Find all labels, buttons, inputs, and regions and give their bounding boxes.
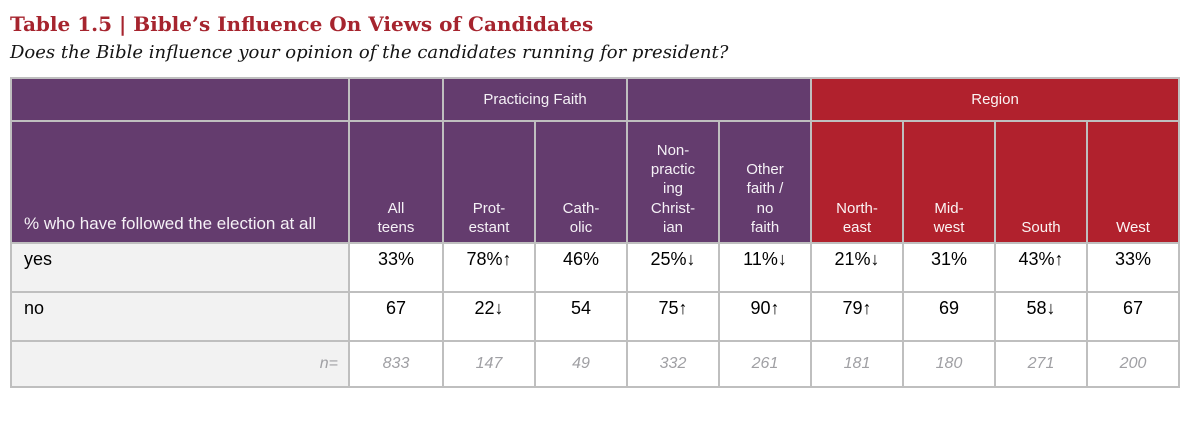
- n-all-teens: 833: [348, 340, 444, 388]
- column-header-row: % who have followed the election at all …: [10, 120, 1181, 244]
- yes-all-teens-value: 33%: [348, 242, 444, 293]
- column-header-nonpracticing-christian: Non- practic ing Christ- ian: [626, 120, 720, 244]
- column-header-protestant: Prot- estant: [442, 120, 536, 244]
- yes-protestant-value: 78%↑: [442, 242, 536, 293]
- corner-empty-cell: [10, 77, 350, 122]
- no-nonpracticing-christian-value: 75↑: [626, 291, 720, 342]
- row-label-header: % who have followed the election at all: [10, 120, 350, 244]
- yes-south-value: 43%↑: [994, 242, 1088, 293]
- n-northeast: 181: [810, 340, 904, 388]
- row-label-yes: yes: [10, 242, 350, 293]
- table-row-no: no 67 22↓ 54 75↑ 90↑ 79↑ 69 58↓ 67: [10, 291, 1181, 342]
- report-page: Table 1.5 | Bible’s Influence On Views o…: [10, 12, 1181, 388]
- yes-northeast-value: 21%↓: [810, 242, 904, 293]
- column-header-catholic: Cath- olic: [534, 120, 628, 244]
- table-subtitle: Does the Bible influence your opinion of…: [10, 42, 729, 63]
- no-all-teens-value: 67: [348, 291, 444, 342]
- n-south: 271: [994, 340, 1088, 388]
- group-header-row: Practicing Faith Region: [10, 77, 1181, 122]
- n-equals-label: n=: [10, 340, 350, 388]
- no-west-value: 67: [1085, 291, 1181, 342]
- no-protestant-value: 22↓: [442, 291, 536, 342]
- group-header-practicing-faith: Practicing Faith: [442, 77, 628, 122]
- n-midwest: 180: [902, 340, 996, 388]
- no-midwest-value: 69: [902, 291, 996, 342]
- yes-midwest-value: 31%: [902, 242, 996, 293]
- no-other-faith-value: 90↑: [718, 291, 812, 342]
- no-catholic-value: 54: [534, 291, 628, 342]
- group-header-region: Region: [809, 77, 1181, 122]
- column-header-northeast: North- east: [810, 120, 904, 244]
- column-header-other-faith: Other faith / no faith: [718, 120, 812, 244]
- yes-nonpracticing-christian-value: 25%↓: [626, 242, 720, 293]
- n-nonpracticing-christian: 332: [626, 340, 720, 388]
- table-title: Table 1.5 | Bible’s Influence On Views o…: [10, 12, 594, 36]
- n-protestant: 147: [442, 340, 536, 388]
- yes-catholic-value: 46%: [534, 242, 628, 293]
- no-south-value: 58↓: [994, 291, 1088, 342]
- n-catholic: 49: [534, 340, 628, 388]
- bible-influence-table: Practicing Faith Region % who have follo…: [10, 77, 1181, 388]
- all-teens-group-empty-cell: [348, 77, 444, 122]
- column-header-south: South: [994, 120, 1088, 244]
- yes-other-faith-value: 11%↓: [718, 242, 812, 293]
- n-west: 200: [1085, 340, 1181, 388]
- sample-size-row: n= 833 147 49 332 261 181 180 271 200: [10, 340, 1181, 388]
- table-row-yes: yes 33% 78%↑ 46% 25%↓ 11%↓ 21%↓ 31% 43%↑…: [10, 242, 1181, 293]
- n-other-faith: 261: [718, 340, 812, 388]
- column-header-west: West: [1085, 120, 1181, 244]
- yes-west-value: 33%: [1085, 242, 1181, 293]
- row-label-no: no: [10, 291, 350, 342]
- other-faith-group-empty-cell: [626, 77, 812, 122]
- column-header-all-teens: All teens: [348, 120, 444, 244]
- column-header-midwest: Mid- west: [902, 120, 996, 244]
- no-northeast-value: 79↑: [810, 291, 904, 342]
